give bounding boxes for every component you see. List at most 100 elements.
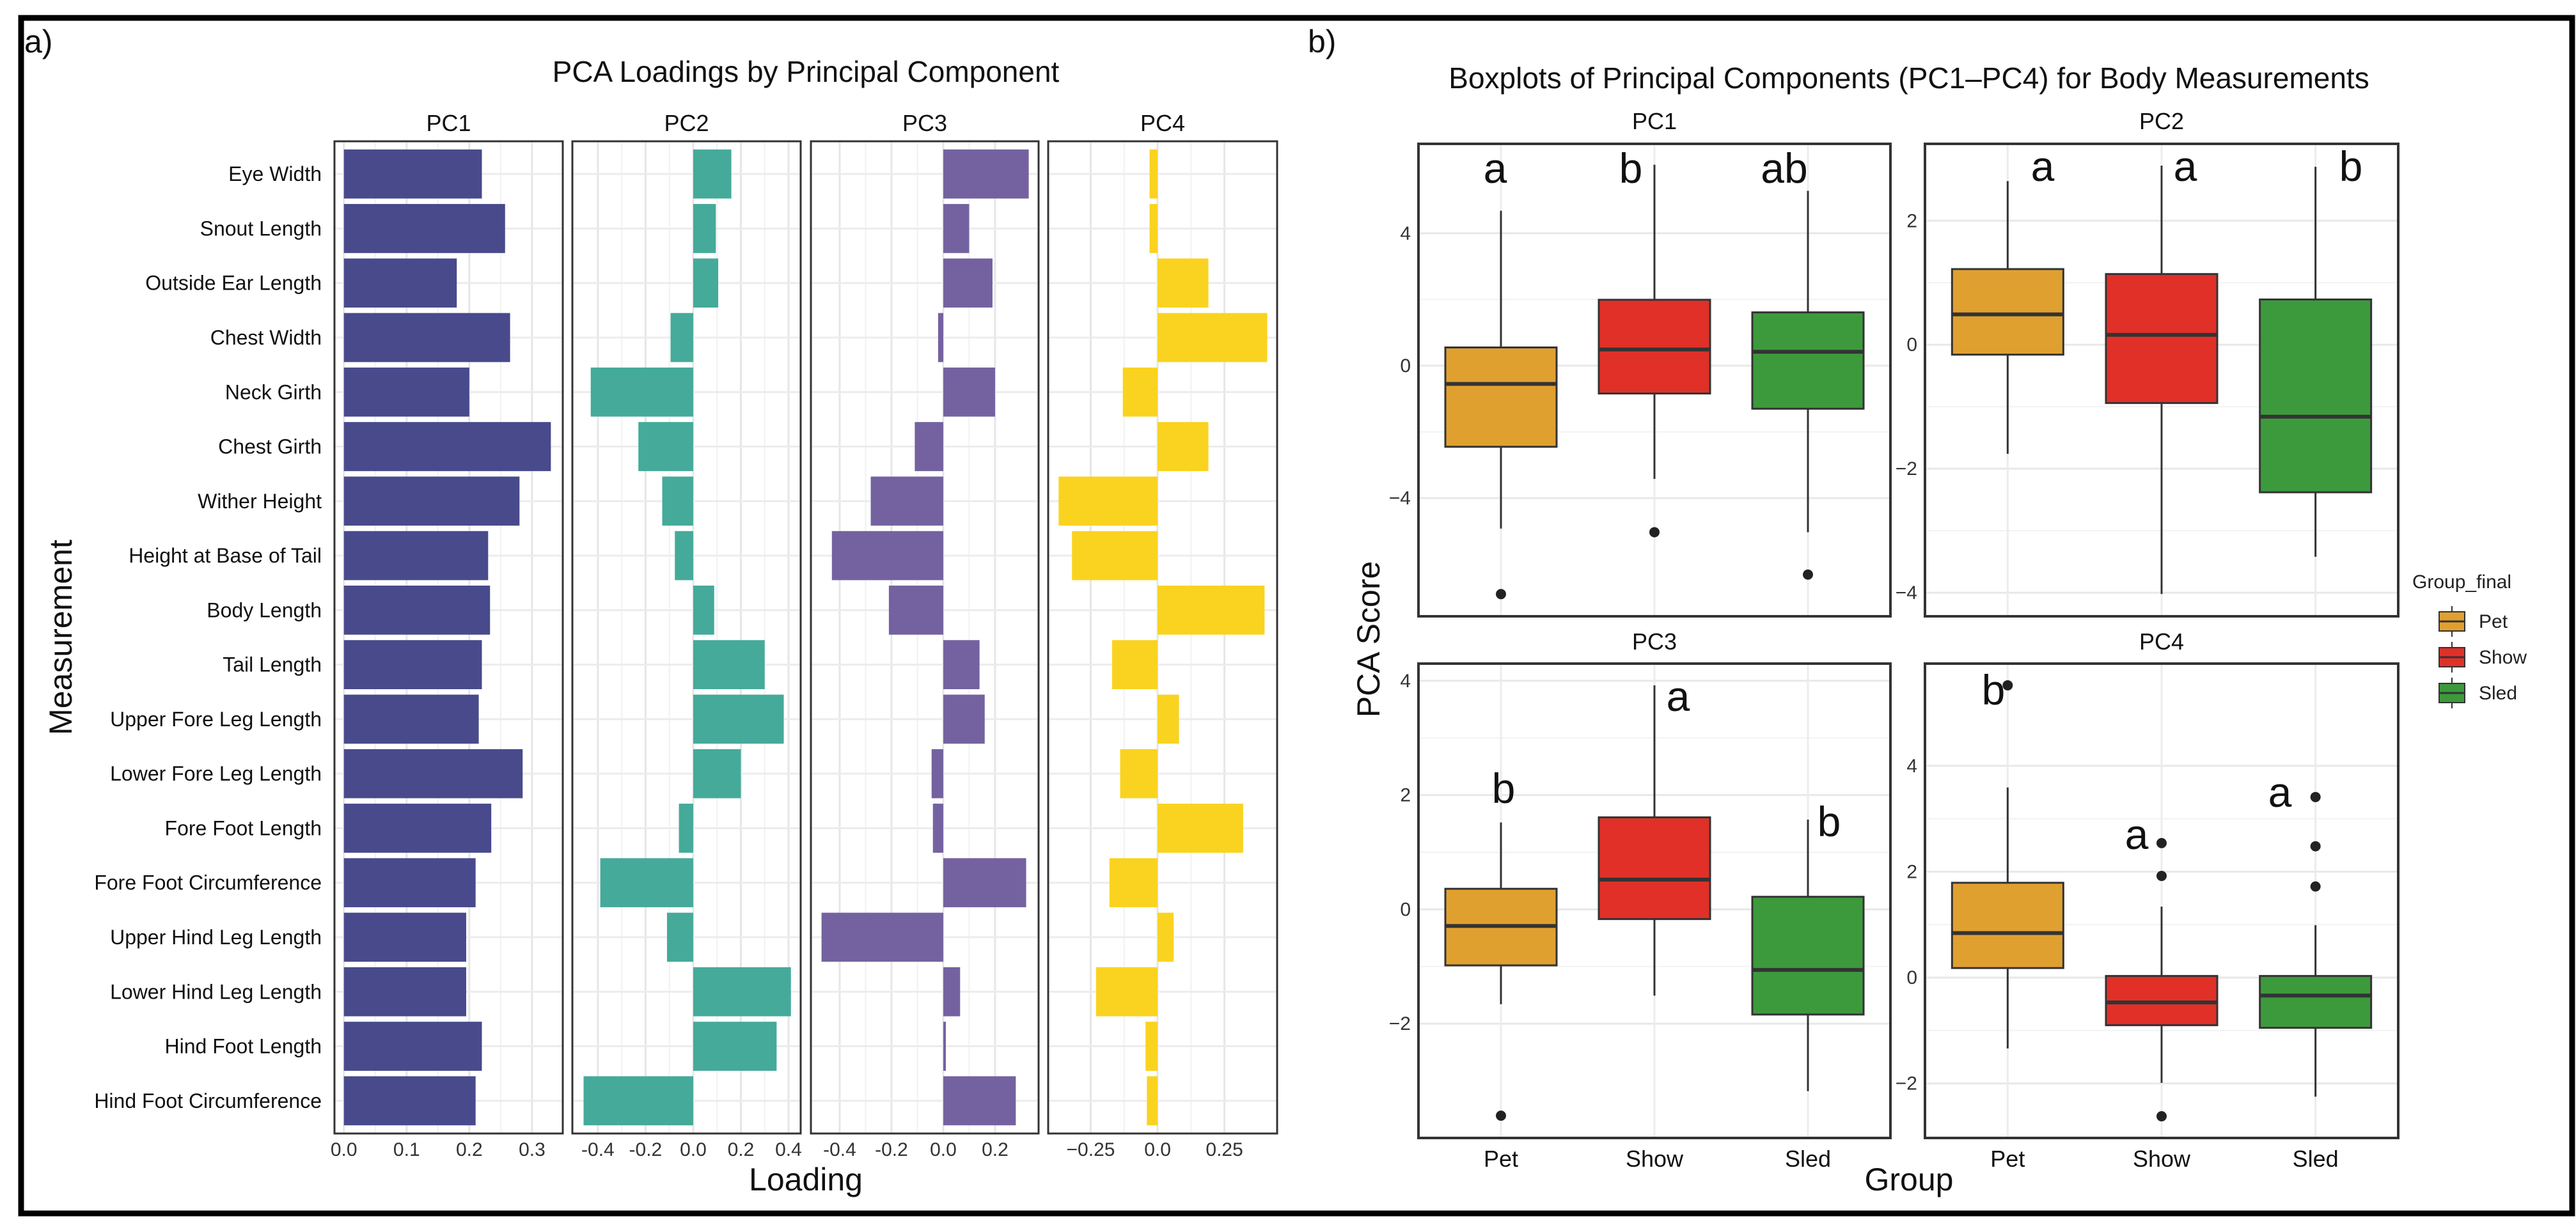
loading-bar bbox=[870, 476, 943, 526]
loading-bar bbox=[1122, 367, 1158, 417]
loading-bar bbox=[943, 694, 985, 744]
y-tick-label: 0 bbox=[1400, 899, 1411, 920]
x-tick-label: -0.4 bbox=[581, 1139, 615, 1160]
y-tick-label: −2 bbox=[1389, 1013, 1411, 1034]
loading-bar bbox=[343, 694, 479, 744]
y-tick-label: 2 bbox=[1906, 861, 1917, 882]
y-tick-label: 4 bbox=[1400, 223, 1411, 244]
loading-bar bbox=[343, 749, 523, 798]
loadings-facet-pc2: PC2 -0.4 -0.2 0.0 0.2 0.4 bbox=[571, 110, 802, 1160]
significance-letter: b bbox=[1492, 765, 1516, 812]
significance-letter: a bbox=[2031, 143, 2055, 190]
loading-bar bbox=[343, 313, 510, 362]
loading-bar bbox=[343, 585, 491, 635]
outlier-point bbox=[1496, 589, 1506, 600]
x-tick-label: 0.3 bbox=[519, 1139, 546, 1160]
significance-letter: a bbox=[1667, 673, 1690, 720]
facet-strip-label: PC1 bbox=[1632, 108, 1677, 134]
loading-bar bbox=[343, 258, 457, 308]
loading-bar bbox=[932, 804, 943, 853]
loading-bar bbox=[675, 531, 693, 580]
loading-bar bbox=[343, 967, 466, 1017]
loading-bar bbox=[1072, 531, 1158, 580]
loading-bar bbox=[931, 749, 943, 798]
box-show bbox=[2105, 273, 2219, 404]
loading-bar bbox=[943, 204, 970, 253]
x-tick-label: 0.0 bbox=[930, 1139, 957, 1160]
loading-bar bbox=[679, 804, 693, 853]
measurement-label: Lower Hind Leg Length bbox=[110, 980, 322, 1003]
significance-letter: a bbox=[2268, 768, 2292, 816]
measurement-label: Chest Girth bbox=[218, 435, 322, 458]
loading-bar bbox=[1111, 640, 1158, 690]
loading-bar bbox=[693, 967, 791, 1017]
facet-strip-label: PC3 bbox=[1632, 628, 1677, 655]
loading-bar bbox=[343, 640, 482, 690]
facet-strip-label: PC3 bbox=[902, 110, 947, 136]
measurement-label: Tail Length bbox=[223, 653, 322, 676]
loading-bar bbox=[693, 258, 719, 308]
loading-bar bbox=[693, 204, 716, 253]
legend-title: Group_final bbox=[2412, 572, 2511, 593]
facet-strip-label: PC2 bbox=[2139, 108, 2184, 134]
loading-bar bbox=[343, 204, 505, 253]
measurement-label: Fore Foot Circumference bbox=[94, 871, 322, 894]
loadings-facet-pc4: PC4 −0.25 0.0 0.25 bbox=[1047, 110, 1278, 1160]
legend-item-pet: Pet bbox=[2439, 606, 2508, 637]
facet-strip-label: PC4 bbox=[1140, 110, 1185, 136]
x-tick-label: Show bbox=[2133, 1146, 2191, 1172]
loading-bar bbox=[831, 531, 943, 580]
loading-bar bbox=[662, 476, 693, 526]
box-pet bbox=[1951, 268, 2064, 356]
loading-bar bbox=[943, 149, 1029, 199]
legend-label: Pet bbox=[2479, 611, 2508, 632]
boxplot-facet-pc3: −2 0 2 4 b Pet a Show b Sled PC3 bbox=[1389, 628, 1892, 1172]
x-tick-label: Sled bbox=[1785, 1146, 1831, 1172]
loading-bar bbox=[600, 858, 693, 908]
y-tick-label: 2 bbox=[1400, 785, 1411, 806]
loading-bar bbox=[943, 1022, 946, 1071]
legend-label: Show bbox=[2479, 647, 2527, 668]
boxplot-facet-pc2: −4 −2 0 2 a a b PC2 bbox=[1896, 108, 2399, 618]
loadings-facet-pc1: PC1 0.0 0.1 0.2 0.3 bbox=[331, 110, 564, 1160]
loadings-chart: Eye Width Snout Length Outside Ear Length C… bbox=[94, 110, 1278, 1160]
loading-bar bbox=[943, 1076, 1016, 1126]
loading-bar bbox=[1147, 1076, 1158, 1126]
significance-letter: a bbox=[2174, 143, 2197, 190]
loading-bar bbox=[693, 694, 784, 744]
loading-bar bbox=[943, 640, 980, 690]
x-tick-label: 0.2 bbox=[982, 1139, 1009, 1160]
loading-bar bbox=[1158, 422, 1209, 471]
loading-bar bbox=[938, 313, 943, 362]
loading-bar bbox=[821, 912, 943, 962]
legend-label: Sled bbox=[2479, 683, 2517, 704]
outlier-point bbox=[2156, 1111, 2167, 1122]
loading-bar bbox=[693, 749, 741, 798]
loading-bar bbox=[1149, 149, 1158, 199]
y-tick-label: 0 bbox=[1906, 334, 1917, 355]
loading-bar bbox=[590, 367, 693, 417]
significance-letter: b bbox=[1818, 798, 1841, 845]
boxplot-xlabel: Group bbox=[1865, 1162, 1954, 1197]
facet-strip-label: PC2 bbox=[664, 110, 709, 136]
outlier-point bbox=[2310, 791, 2321, 802]
loading-bar bbox=[915, 422, 943, 471]
box-show bbox=[1598, 299, 1711, 394]
loading-bar bbox=[343, 367, 469, 417]
measurement-label: Neck Girth bbox=[225, 380, 322, 403]
loading-bar bbox=[343, 1022, 482, 1071]
loading-bar bbox=[1145, 1022, 1158, 1071]
loadings-ylabel: Measurement bbox=[43, 540, 79, 735]
panel-a-label: a) bbox=[24, 24, 52, 59]
measurement-label: Hind Foot Length bbox=[165, 1035, 322, 1058]
panel-border bbox=[571, 140, 802, 1135]
loading-bar bbox=[343, 858, 476, 908]
x-tick-label: 0.0 bbox=[1144, 1139, 1171, 1160]
x-tick-label: Pet bbox=[1484, 1146, 1518, 1172]
measurement-label: Chest Width bbox=[210, 326, 322, 349]
x-tick-label: 0.2 bbox=[456, 1139, 483, 1160]
measurement-label: Body Length bbox=[207, 598, 322, 621]
loading-bar bbox=[693, 1022, 777, 1071]
significance-letter: b bbox=[1982, 666, 2006, 713]
